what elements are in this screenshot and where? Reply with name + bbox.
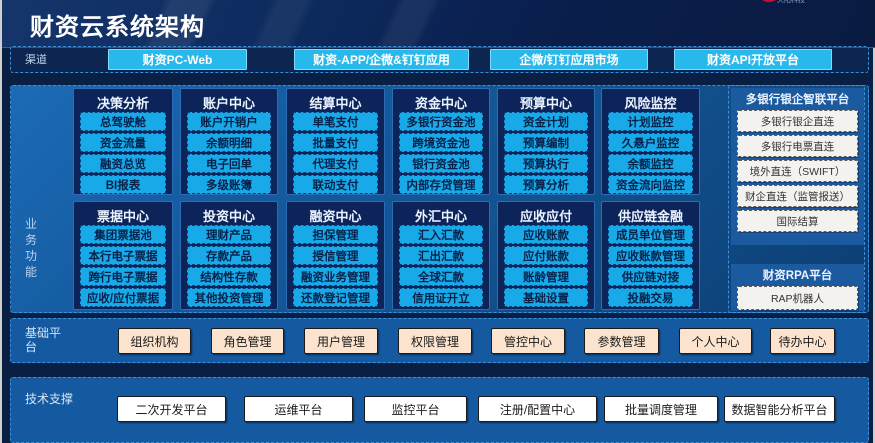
svg-text:天阳科技: 天阳科技 [777, 0, 805, 4]
